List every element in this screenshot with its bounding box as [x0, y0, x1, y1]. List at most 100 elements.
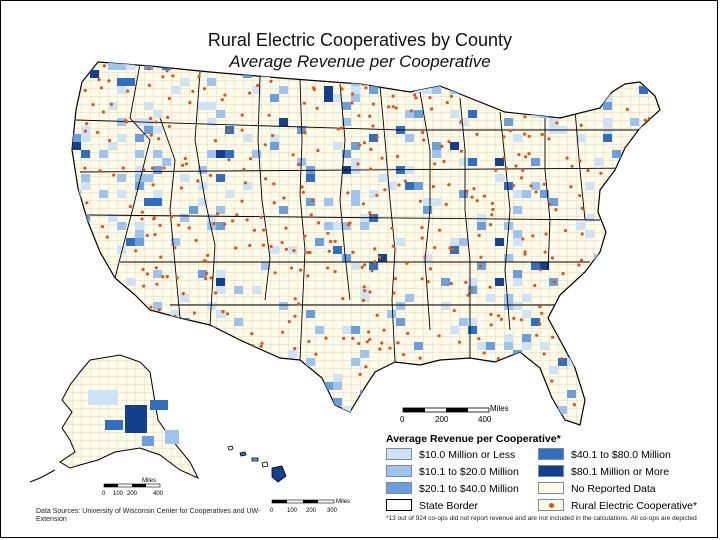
county-fill	[567, 70, 576, 78]
coop-dot	[406, 331, 410, 335]
coop-dot	[391, 244, 395, 248]
county-fill	[279, 366, 288, 374]
coop-dot	[582, 342, 586, 346]
county-fill	[522, 334, 531, 342]
county-fill	[504, 342, 513, 350]
county-fill	[126, 278, 135, 286]
county-fill	[72, 238, 81, 246]
county-fill	[630, 398, 639, 406]
county-fill	[333, 222, 342, 230]
county-fill	[270, 414, 279, 422]
coop-dot	[179, 395, 183, 399]
county-fill	[333, 246, 342, 254]
legend-label: $40.1 to $80.0 Million	[571, 449, 671, 461]
county-fill	[99, 150, 108, 158]
county-fill	[225, 342, 234, 350]
county-fill	[342, 254, 351, 262]
coop-dot	[651, 248, 656, 252]
coop-dot	[346, 191, 350, 195]
coop-dot	[173, 246, 177, 250]
coop-dot	[466, 293, 470, 297]
county-fill	[477, 70, 486, 78]
county-fill	[549, 366, 558, 374]
coop-dot	[311, 381, 315, 385]
coop-dot	[205, 271, 209, 276]
coop-dot	[214, 291, 218, 295]
county-fill	[216, 358, 225, 366]
county-fill	[630, 118, 639, 126]
coop-dot	[370, 269, 374, 273]
coop-dot	[650, 74, 654, 78]
county-fill	[405, 134, 414, 142]
coop-dot	[595, 257, 599, 261]
coop-dot	[301, 190, 305, 194]
county-fill	[342, 406, 351, 414]
coop-dot	[433, 162, 437, 166]
coop-dot	[215, 365, 219, 369]
coop-dot	[291, 153, 295, 157]
coop-dot	[77, 273, 81, 277]
alaska-scale-tick: 0	[102, 491, 106, 497]
coop-dot	[578, 159, 582, 163]
county-fill	[513, 302, 522, 310]
coop-dot	[496, 357, 501, 361]
hawaii-scale-tick: 0	[270, 508, 274, 514]
coop-dot	[315, 106, 319, 110]
coop-dot	[523, 250, 527, 254]
coop-dot	[269, 244, 273, 249]
coop-dot	[538, 83, 543, 87]
coop-dot	[97, 78, 101, 82]
county-fill	[495, 238, 504, 246]
coop-dot	[161, 275, 165, 279]
county-fill	[549, 118, 558, 126]
coop-dot	[555, 78, 559, 82]
county-fill	[630, 174, 639, 182]
coop-dot	[538, 268, 542, 272]
coop-dot	[96, 130, 100, 135]
coop-dot	[499, 317, 503, 321]
county-fill	[117, 118, 126, 126]
coop-dot	[303, 131, 307, 135]
coop-dot	[186, 337, 190, 341]
coop-dot	[461, 393, 465, 397]
coop-dot	[207, 65, 211, 70]
coop-dot	[428, 267, 433, 271]
county-fill	[153, 334, 162, 342]
coop-dot	[111, 281, 115, 285]
county-fill	[207, 102, 216, 110]
county-fill	[540, 262, 549, 270]
county-fill	[72, 286, 81, 294]
county-fill	[639, 230, 648, 238]
coop-dot	[227, 158, 231, 162]
coop-dot	[509, 108, 513, 112]
coop-dot	[578, 194, 582, 198]
county-fill	[639, 158, 648, 166]
coop-dot	[540, 311, 544, 315]
coop-dot	[263, 143, 267, 147]
coop-dot	[174, 344, 178, 348]
county-fill	[513, 206, 522, 214]
county-fill	[603, 414, 612, 422]
coop-dot	[351, 336, 355, 340]
coop-dot	[384, 403, 388, 408]
county-fill	[405, 182, 414, 190]
county-fill	[594, 350, 603, 358]
county-fill	[72, 334, 81, 342]
county-fill	[207, 326, 216, 334]
coop-dot	[262, 384, 266, 388]
coop-dot	[508, 129, 512, 133]
coop-dot	[158, 365, 162, 369]
coop-dot	[83, 166, 87, 170]
coop-dot	[181, 163, 185, 167]
county-fill	[207, 334, 216, 342]
coop-dot	[166, 115, 170, 119]
coop-dot	[433, 246, 437, 250]
coop-dot	[437, 334, 441, 338]
coop-dot	[306, 404, 311, 408]
county-fill	[306, 198, 315, 206]
coop-dot	[524, 155, 528, 159]
county-fill	[351, 78, 360, 86]
county-fill	[306, 310, 315, 318]
coop-dot	[220, 98, 224, 102]
coop-dot	[466, 394, 470, 398]
